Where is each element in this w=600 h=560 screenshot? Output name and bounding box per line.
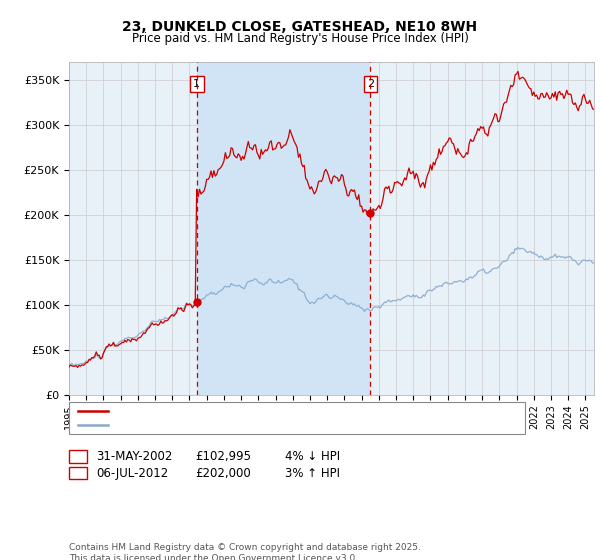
Text: £202,000: £202,000 (195, 466, 251, 480)
Text: 3% ↑ HPI: 3% ↑ HPI (285, 466, 340, 480)
Text: Price paid vs. HM Land Registry's House Price Index (HPI): Price paid vs. HM Land Registry's House … (131, 32, 469, 45)
Text: 23, DUNKELD CLOSE, GATESHEAD, NE10 8WH (detached house): 23, DUNKELD CLOSE, GATESHEAD, NE10 8WH (… (114, 405, 448, 416)
Text: 1: 1 (74, 450, 82, 463)
Text: £102,995: £102,995 (195, 450, 251, 463)
Bar (197, 62, 370, 395)
Text: 23, DUNKELD CLOSE, GATESHEAD, NE10 8WH: 23, DUNKELD CLOSE, GATESHEAD, NE10 8WH (122, 20, 478, 34)
Text: 31-MAY-2002: 31-MAY-2002 (96, 450, 172, 463)
Text: 2: 2 (74, 466, 82, 480)
Text: 4% ↓ HPI: 4% ↓ HPI (285, 450, 340, 463)
Text: 1: 1 (193, 79, 200, 89)
Text: 2: 2 (367, 79, 374, 89)
Text: Contains HM Land Registry data © Crown copyright and database right 2025.
This d: Contains HM Land Registry data © Crown c… (69, 543, 421, 560)
Text: HPI: Average price, detached house, Gateshead: HPI: Average price, detached house, Gate… (114, 420, 364, 430)
Text: 06-JUL-2012: 06-JUL-2012 (96, 466, 168, 480)
